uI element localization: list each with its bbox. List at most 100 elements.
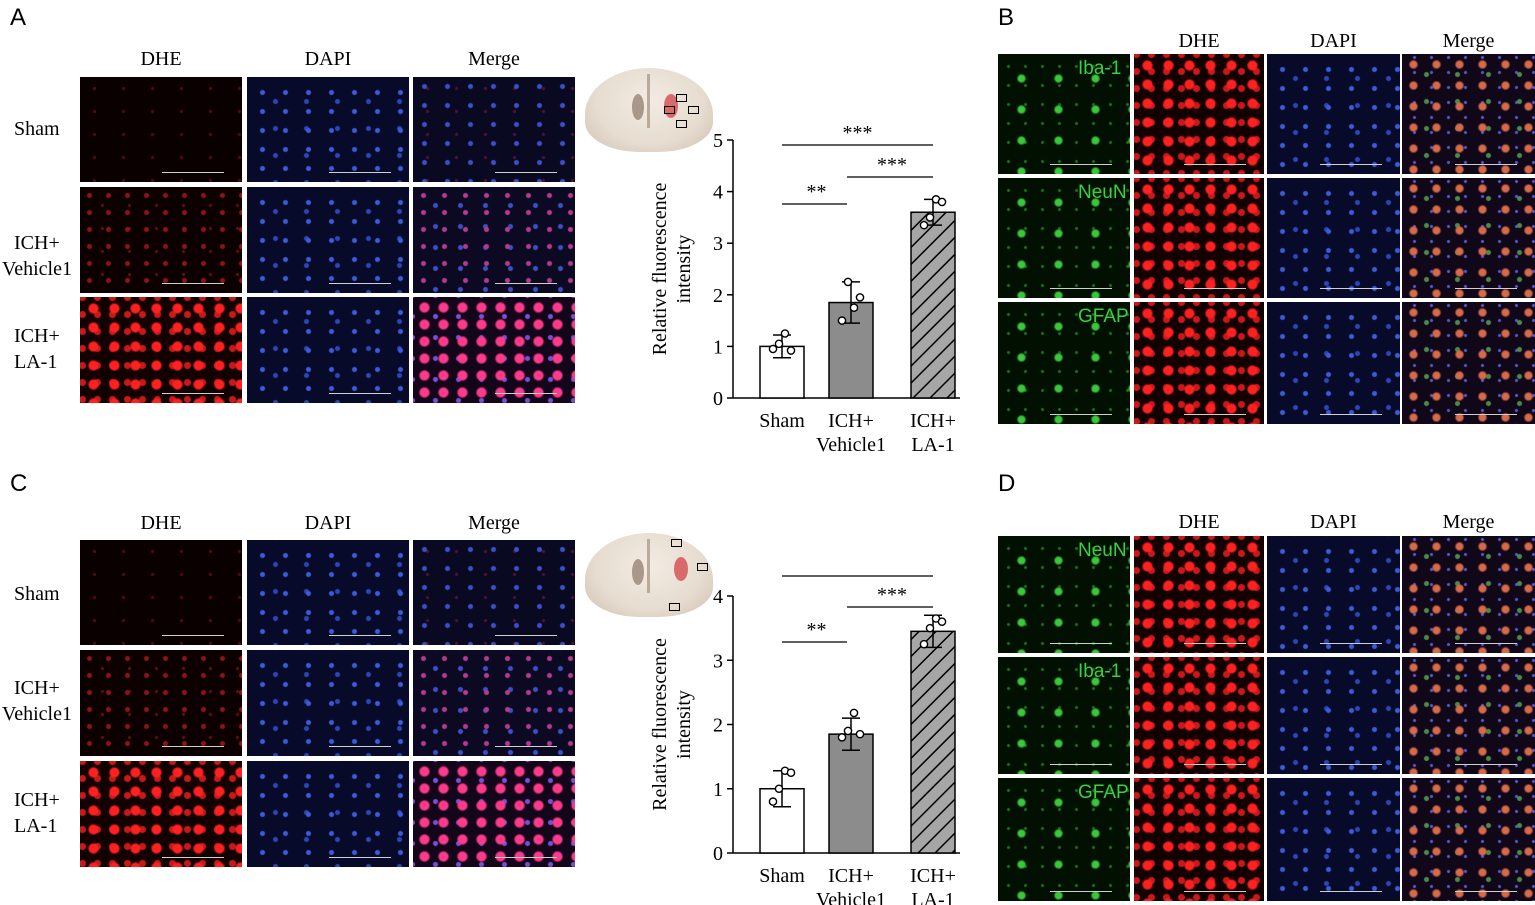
micrograph-c-vehicle-dapi <box>247 650 409 756</box>
chart-c-point-2-3 <box>937 617 947 627</box>
micrograph-d-neun-dhe <box>1134 536 1264 653</box>
chart-c-point-2-0 <box>919 639 929 649</box>
chart-a-point-0-2 <box>780 329 790 338</box>
chart-c-point-0-3 <box>786 768 796 777</box>
micrograph-a-la1-merge <box>413 297 575 403</box>
chart-a-sig-label-0: ** <box>807 181 827 203</box>
chart-c-bar-2 <box>910 630 956 854</box>
column-header-d-merge: Merge <box>1442 511 1495 533</box>
row-label-vehicle-line2: Vehicle1 <box>2 258 72 280</box>
micrograph-a-vehicle-dhe <box>80 187 242 293</box>
chart-c-x-tick-label-2-0: ICH+ <box>910 865 956 887</box>
column-header-dapi: DAPI <box>304 48 352 70</box>
micrograph-b-neun-merge <box>1402 178 1535 298</box>
micrograph-b-gfap-marker: GFAP <box>998 302 1130 424</box>
chart-c-x-tick-label-0-0: Sham <box>759 865 805 887</box>
row-label-vehicle-line1: ICH+ <box>14 232 60 254</box>
micrograph-c-sham-merge <box>413 540 575 645</box>
micrograph-d-neun-marker: NeuN <box>998 536 1130 653</box>
micrograph-b-neun-dhe <box>1134 178 1264 298</box>
marker-label-d-2: Iba-1 <box>1078 661 1122 682</box>
micrograph-a-sham-merge <box>413 77 575 182</box>
micrograph-d-neun-merge <box>1402 536 1535 653</box>
row-label-la1-line1: ICH+ <box>14 325 60 347</box>
column-header-c-dhe: DHE <box>140 512 182 534</box>
panel-label-d: D <box>998 470 1016 497</box>
brain-section-a <box>585 68 713 152</box>
micrograph-d-iba1-merge <box>1402 657 1535 774</box>
micrograph-b-neun-dapi <box>1267 178 1400 298</box>
micrograph-c-sham-dapi <box>247 540 409 645</box>
chart-a-y-tick-label-0: 0 <box>713 388 723 410</box>
chart-a-x-tick-label-1-1: Vehicle1 <box>816 434 886 456</box>
brain-section-c <box>585 533 713 617</box>
micrograph-c-la1-dapi <box>247 761 409 867</box>
micrograph-b-iba1-dapi <box>1267 54 1400 174</box>
micrograph-c-la1-merge <box>413 761 575 867</box>
column-header-d-dapi: DAPI <box>1310 511 1357 533</box>
micrograph-a-la1-dapi <box>247 297 409 403</box>
marker-label-b-3: GFAP <box>1078 306 1129 327</box>
micrograph-d-iba1-dapi <box>1267 657 1400 774</box>
column-header-c-merge: Merge <box>468 512 520 534</box>
micrograph-d-gfap-dhe <box>1134 778 1264 901</box>
chart-c-point-1-3 <box>855 729 865 739</box>
bar-chart-c: 0 1 2 3 4 Relative fluorescence intensity Sham I… <box>649 570 960 905</box>
chart-c-y-tick-label-0: 0 <box>713 843 723 865</box>
micrograph-b-neun-marker: NeuN <box>998 178 1130 298</box>
chart-c-sig-label-2: *** <box>843 570 873 575</box>
chart-a-point-1-1 <box>843 277 853 287</box>
chart-c-point-1-1 <box>843 726 853 736</box>
chart-a-point-0-0 <box>768 344 778 354</box>
micrograph-d-gfap-marker: GFAP <box>998 778 1130 901</box>
row-label-c-vehicle-line2: Vehicle1 <box>2 703 72 725</box>
row-label-la1-line2: LA-1 <box>14 351 58 373</box>
micrograph-a-sham-dapi <box>247 77 409 182</box>
micrograph-c-vehicle-merge <box>413 650 575 756</box>
micrograph-b-iba1-marker: Iba-1 <box>998 54 1130 174</box>
chart-c-point-0-1 <box>774 784 784 794</box>
row-label-c-la1-line2: LA-1 <box>14 815 58 837</box>
chart-a-y-tick-label-1: 1 <box>713 336 723 358</box>
chart-c-y-tick-label-3: 3 <box>713 650 723 672</box>
column-header-b-merge: Merge <box>1442 30 1495 52</box>
chart-a-point-0-1 <box>774 339 784 349</box>
chart-a-y-tick-label-3: 3 <box>713 233 723 255</box>
chart-a-sig-label-2: *** <box>843 122 873 144</box>
row-label-c-sham: Sham <box>14 583 60 605</box>
column-header-c-dapi: DAPI <box>304 512 352 534</box>
chart-a-y-tick-label-4: 4 <box>713 182 723 204</box>
chart-a-bar-2 <box>910 211 956 399</box>
row-label-c-la1-line1: ICH+ <box>14 789 60 811</box>
chart-c-point-1-2 <box>849 708 859 718</box>
chart-c-point-0-0 <box>768 797 778 806</box>
chart-c-x-tick-label-1-1: Vehicle1 <box>816 889 886 905</box>
chart-c-point-1-0 <box>837 733 847 742</box>
column-header-d-dhe: DHE <box>1178 511 1220 533</box>
chart-a-sig-label-1: *** <box>877 154 907 176</box>
chart-a-point-0-3 <box>786 346 796 355</box>
micrograph-d-gfap-merge <box>1402 778 1535 901</box>
micrograph-d-iba1-dhe <box>1134 657 1264 774</box>
column-header-b-dhe: DHE <box>1178 30 1220 52</box>
micrograph-a-la1-dhe <box>80 297 242 403</box>
micrograph-b-gfap-dhe <box>1134 302 1264 424</box>
panel-label-c: C <box>10 470 28 497</box>
micrograph-d-neun-dapi <box>1267 536 1400 653</box>
micrograph-a-sham-dhe <box>80 77 242 182</box>
chart-c-point-2-1 <box>925 623 935 633</box>
micrograph-c-sham-dhe <box>80 540 242 645</box>
chart-c-y-label-line-0: Relative fluorescence <box>649 638 671 811</box>
micrograph-a-vehicle-merge <box>413 187 575 293</box>
chart-c-y-tick-label-4: 4 <box>713 586 723 608</box>
row-label-c-vehicle-line1: ICH+ <box>14 677 60 699</box>
marker-label-d-3: GFAP <box>1078 782 1129 803</box>
micrograph-b-gfap-dapi <box>1267 302 1400 424</box>
column-header-merge: Merge <box>468 48 520 70</box>
micrograph-c-la1-dhe <box>80 761 242 867</box>
panel-label-b: B <box>998 4 1015 31</box>
chart-c-sig-label-0: ** <box>807 619 827 641</box>
micrograph-b-iba1-merge <box>1402 54 1535 174</box>
chart-a-y-tick-label-5: 5 <box>713 130 723 152</box>
chart-a-point-2-1 <box>925 213 935 222</box>
